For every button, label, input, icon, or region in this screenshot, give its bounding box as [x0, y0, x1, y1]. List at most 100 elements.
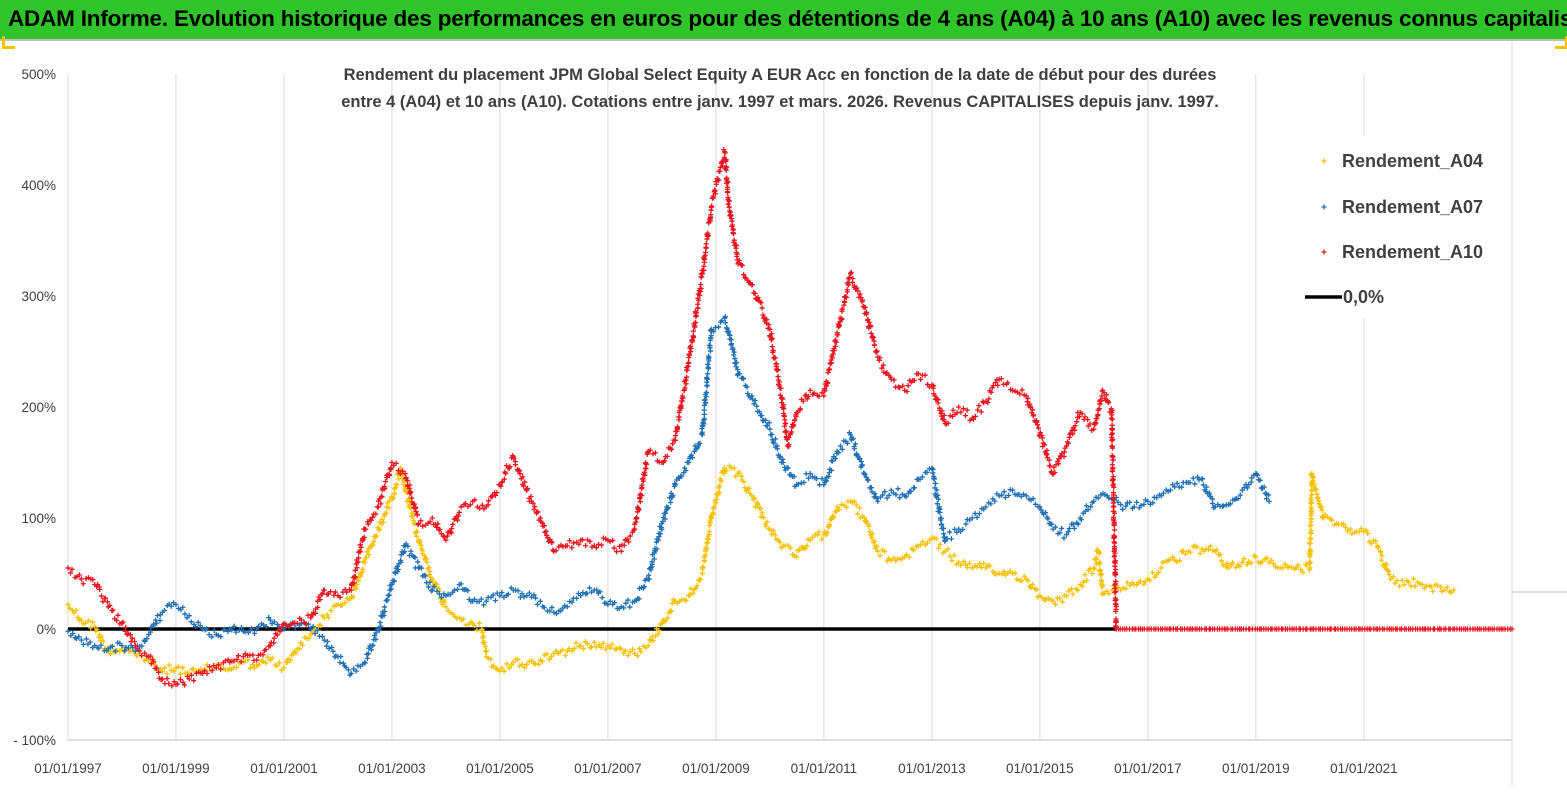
a10-point: [1072, 423, 1078, 429]
a10-point: [397, 471, 403, 477]
a10-point: [331, 592, 337, 598]
a07-point: [719, 317, 725, 324]
a10-point: [914, 371, 920, 377]
a04-point: [1109, 587, 1115, 593]
a10-point: [876, 357, 882, 363]
a07-point: [627, 604, 633, 610]
a07-point: [345, 667, 352, 673]
a04-point: [809, 534, 816, 540]
a04-point: [1187, 549, 1193, 555]
a10-point: [781, 406, 787, 412]
a04-point: [363, 555, 370, 561]
a07-point: [764, 423, 771, 429]
a07-point: [1007, 487, 1013, 493]
a07-point: [897, 495, 903, 501]
a10-point: [926, 384, 932, 390]
a04-point: [524, 661, 530, 668]
a07-point: [1249, 475, 1255, 481]
a07-point: [967, 517, 973, 523]
a04-point: [483, 648, 489, 654]
a10-point: [1111, 522, 1117, 529]
a10-point: [361, 534, 367, 540]
a07-point: [667, 499, 674, 506]
a04-point: [704, 540, 710, 546]
a10-point: [1507, 626, 1513, 632]
a10-point: [455, 513, 462, 519]
a04-point: [1097, 567, 1103, 573]
a07-point: [646, 572, 652, 578]
a10-point: [758, 300, 764, 306]
a07-point: [1066, 525, 1073, 532]
a04-point: [177, 671, 183, 677]
a07-point: [584, 590, 590, 596]
chart-legend: Rendement_A04 Rendement_A07 Rendement_A10 0…: [1280, 136, 1508, 318]
a07-point: [1129, 505, 1136, 511]
a07-point: [541, 605, 547, 611]
a07-point: [744, 384, 750, 390]
a10-point: [603, 536, 609, 542]
a10-point: [985, 400, 991, 406]
a04-point: [785, 542, 791, 548]
a04-point: [1080, 579, 1086, 585]
a07-point: [1020, 491, 1027, 497]
a07-point: [1095, 495, 1101, 501]
a10-point: [1044, 452, 1050, 458]
a04-point: [625, 652, 631, 659]
a07-point: [882, 488, 888, 495]
a10-point: [1111, 527, 1118, 533]
a10-point: [532, 504, 538, 510]
a07-point: [569, 599, 575, 605]
a07-point: [607, 598, 613, 604]
a04-point: [836, 506, 842, 513]
a10-point: [1034, 422, 1041, 428]
a07-point: [730, 345, 736, 351]
a10-point: [123, 624, 129, 631]
a10-point: [502, 470, 509, 477]
a10-point: [970, 416, 977, 422]
a10-point: [986, 396, 992, 402]
a04-point: [318, 622, 324, 629]
a04-point: [1218, 558, 1225, 564]
a07-point: [1167, 487, 1174, 493]
a10-point: [790, 423, 796, 429]
a10-point: [395, 467, 402, 474]
a04-point: [1378, 557, 1385, 563]
a04-point: [571, 645, 577, 652]
a07-point: [338, 653, 344, 660]
a04-point: [164, 671, 170, 677]
a04-point: [787, 545, 793, 551]
a07-point: [766, 420, 772, 426]
a07-point: [1102, 492, 1108, 498]
a04-point: [694, 583, 700, 589]
a07-point: [603, 600, 609, 606]
a04-point: [1239, 559, 1245, 565]
a07-point: [662, 510, 668, 516]
a10-point: [850, 275, 856, 282]
a07-point: [649, 561, 655, 567]
a10-point: [408, 489, 414, 495]
a04-point: [1079, 583, 1085, 589]
a07-point: [402, 548, 408, 555]
a07-point: [777, 453, 783, 459]
a10-point: [731, 237, 737, 243]
a07-point: [731, 349, 737, 355]
a04-point: [373, 533, 379, 539]
a04-point: [964, 565, 971, 571]
a07-point: [508, 585, 514, 591]
a10-point: [698, 274, 705, 280]
a10-point: [978, 409, 984, 415]
a04-point: [1233, 564, 1239, 571]
a07-point: [238, 624, 245, 631]
a04-point: [173, 665, 179, 671]
a07-point: [343, 664, 349, 670]
a04-point: [867, 528, 873, 535]
a04-point: [1100, 582, 1106, 588]
a07-point: [792, 483, 798, 490]
a07-point: [706, 354, 712, 361]
a10-point: [688, 346, 694, 352]
a10-point: [177, 677, 184, 683]
a10-point: [945, 420, 951, 426]
a04-point: [983, 565, 989, 571]
chart-title-line: Rendement du placement JPM Global Select…: [344, 66, 1217, 84]
a07-point: [803, 471, 809, 477]
